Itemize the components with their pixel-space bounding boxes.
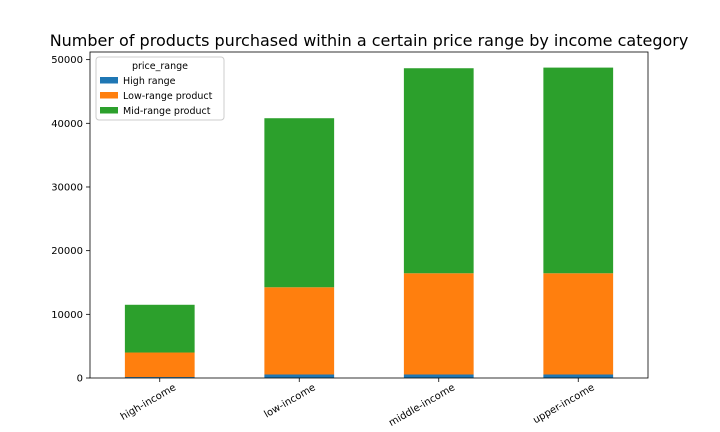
x-tick-label: low-income xyxy=(262,382,317,420)
bars-layer xyxy=(124,67,614,378)
legend-swatch-2 xyxy=(100,107,118,114)
x-tick-label: middle-income xyxy=(387,382,457,429)
y-tick-label: 40000 xyxy=(51,119,83,130)
bar-low-income-series-2 xyxy=(264,118,335,288)
bar-upper-income-series-0 xyxy=(543,374,614,378)
y-tick-label: 0 xyxy=(77,374,83,385)
bar-high-income-series-2 xyxy=(124,304,195,353)
legend-swatch-0 xyxy=(100,77,118,84)
legend-title: price_range xyxy=(132,61,188,72)
y-tick-label: 10000 xyxy=(51,310,83,321)
x-tick-label: upper-income xyxy=(531,382,596,426)
bar-middle-income-series-1 xyxy=(403,273,474,375)
legend-label-2: Mid-range product xyxy=(123,106,211,117)
bar-low-income-series-0 xyxy=(264,374,335,378)
y-tick-label: 20000 xyxy=(51,246,83,257)
plot-frame xyxy=(89,51,649,379)
bar-upper-income-series-2 xyxy=(543,67,614,274)
bar-high-income-series-0 xyxy=(124,377,195,378)
bar-high-income-series-1 xyxy=(124,352,195,378)
bar-upper-income-series-1 xyxy=(543,273,614,375)
bar-middle-income-series-2 xyxy=(403,68,474,274)
legend-swatch-1 xyxy=(100,92,118,99)
bar-low-income-series-1 xyxy=(264,287,335,375)
bar-middle-income-series-0 xyxy=(403,374,474,378)
legend: price_range High range Low-range product Mi… xyxy=(95,56,225,121)
x-tick-label: high-income xyxy=(119,382,178,423)
legend-box xyxy=(95,56,225,121)
legend-label-0: High range xyxy=(123,76,176,87)
y-tick-label: 30000 xyxy=(51,182,83,193)
chart-title: Number of products purchased within a ce… xyxy=(50,31,689,50)
y-tick-label: 50000 xyxy=(51,55,83,66)
legend-label-1: Low-range product xyxy=(123,91,213,102)
